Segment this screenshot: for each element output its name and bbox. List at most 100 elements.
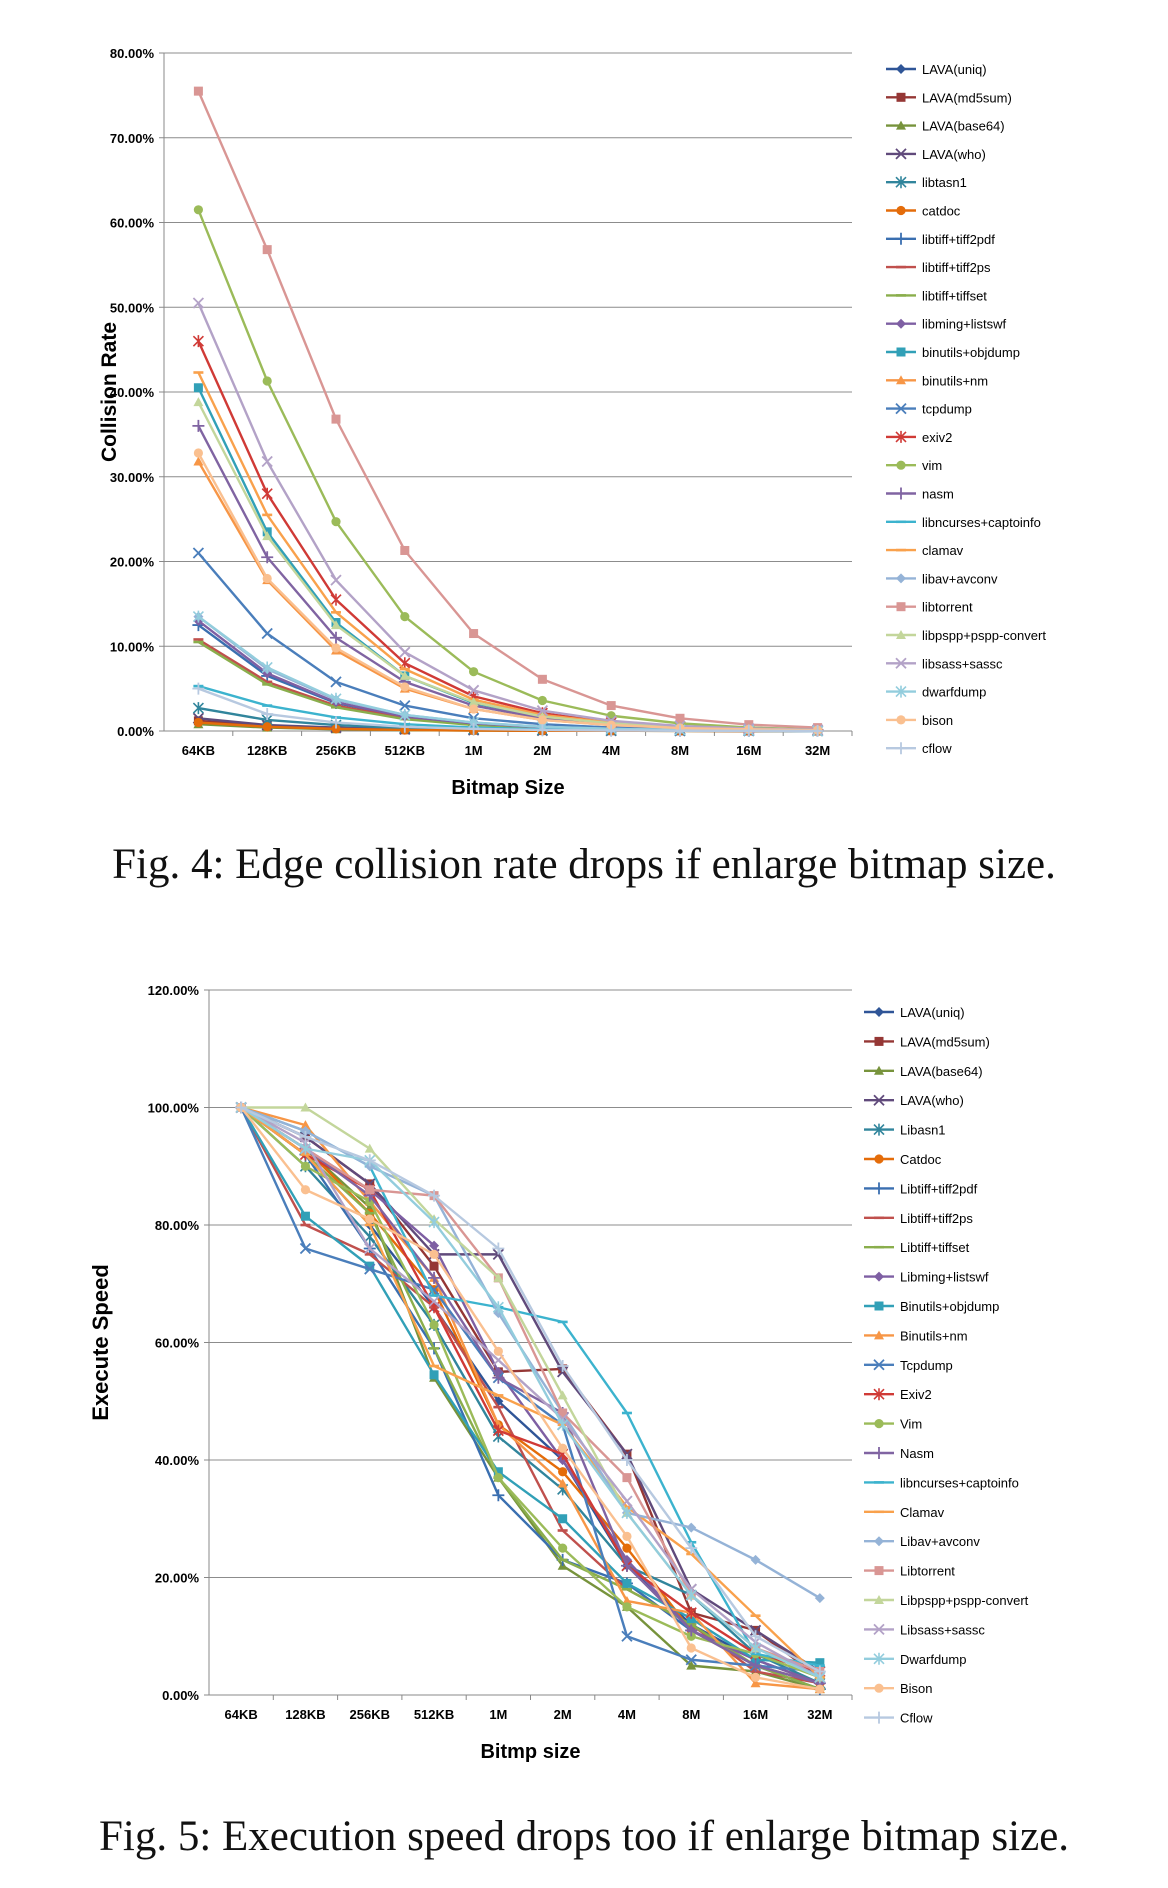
series-line <box>197 452 818 732</box>
data-point <box>192 335 204 348</box>
legend-label: LAVA(uniq) <box>900 1005 965 1020</box>
legend-entry: Nasm <box>864 1446 934 1461</box>
legend-label: Libav+avconv <box>900 1534 980 1549</box>
legend-label: bison <box>922 713 953 728</box>
series-line <box>240 1106 821 1691</box>
data-point <box>364 1143 375 1153</box>
y-tick-label: 40.00% <box>155 1453 200 1468</box>
legend-entry: nasm <box>886 487 954 502</box>
series-Cflow <box>235 1101 826 1678</box>
data-point <box>235 1101 248 1114</box>
legend-label: libpspp+pspp-convert <box>922 628 1046 643</box>
legend-label: binutils+nm <box>922 373 988 388</box>
data-point <box>399 670 410 680</box>
legend-marker <box>895 657 907 669</box>
legend-marker <box>873 1094 885 1106</box>
y-tick-label: 0.00% <box>162 1688 199 1703</box>
legend-entry: Libav+avconv <box>864 1534 980 1549</box>
data-point <box>193 86 203 96</box>
data-point <box>193 205 203 215</box>
data-point <box>467 722 480 735</box>
series-dwarfdump <box>192 610 824 737</box>
data-point <box>193 397 204 407</box>
data-point <box>492 1489 505 1502</box>
legend-entry: binutils+objdump <box>886 345 1020 360</box>
data-point <box>469 629 479 639</box>
legend-entry: Libpspp+pspp-convert <box>864 1593 1029 1608</box>
data-point <box>492 1301 504 1314</box>
y-tick-label: 80.00% <box>110 46 155 61</box>
data-point <box>192 419 205 432</box>
legend-marker <box>873 1711 885 1724</box>
data-point <box>622 1473 632 1483</box>
data-point <box>493 1467 503 1477</box>
data-point <box>558 1467 568 1477</box>
data-point <box>558 1514 568 1524</box>
series-line <box>240 1106 821 1679</box>
y-tick-label: 60.00% <box>155 1336 200 1351</box>
legend-entry: libav+avconv <box>886 571 998 586</box>
data-point <box>261 487 273 500</box>
legend-label: exiv2 <box>922 430 952 445</box>
data-point <box>330 593 342 606</box>
series-line <box>240 1106 821 1673</box>
legend-label: LAVA(who) <box>900 1093 964 1108</box>
legend-marker <box>874 1065 884 1075</box>
legend-marker <box>873 1652 885 1665</box>
data-point <box>492 1424 504 1437</box>
y-axis-label: Execute Speed <box>88 1264 113 1421</box>
data-point <box>429 1249 439 1259</box>
data-point <box>537 715 548 725</box>
y-tick-label: 10.00% <box>110 639 155 654</box>
legend-marker <box>873 1447 885 1459</box>
legend-label: libming+listswf <box>922 317 1007 332</box>
figure-execute-speed: 0.00% 20.00% 40.00% 60.00% 80.00% 100.00% 120.… <box>0 940 1168 1888</box>
legend-label: LAVA(md5sum) <box>900 1034 990 1049</box>
legend-label: Libsass+sassc <box>900 1622 985 1637</box>
data-point <box>492 1371 505 1384</box>
data-point <box>399 708 411 721</box>
legend-label: cflow <box>922 741 952 756</box>
legend-label: catdoc <box>922 204 961 219</box>
legend-marker <box>895 487 907 500</box>
data-point <box>330 676 342 688</box>
legend-marker <box>896 347 906 357</box>
data-point <box>330 692 342 705</box>
execute-speed-chart: 0.00% 20.00% 40.00% 60.00% 80.00% 100.00% 120.… <box>88 983 1029 1763</box>
data-point <box>750 1554 761 1565</box>
legend-marker <box>874 1683 884 1693</box>
legend-entry: LAVA(uniq) <box>886 62 987 77</box>
legend-marker <box>874 1566 884 1576</box>
data-point <box>192 682 205 695</box>
figure-collision-rate: 0.00% 10.00% 20.00% 30.00% 40.00% 50.00% 60.00… <box>0 0 1168 900</box>
legend-entry: libncurses+captoinfo <box>864 1475 1019 1490</box>
legend-entry: Libasn1 <box>864 1123 946 1138</box>
y-axis-label: Collision Rate <box>98 322 121 462</box>
series-line <box>197 90 818 729</box>
data-point <box>399 699 411 712</box>
x-tick-label: 16M <box>743 1707 768 1722</box>
legend-marker <box>874 1271 884 1282</box>
legend-label: Dwarfdump <box>900 1652 966 1667</box>
legend-label: LAVA(who) <box>922 147 986 162</box>
y-tick-label: 30.00% <box>110 470 155 485</box>
x-tick-label: 32M <box>805 743 830 758</box>
legend-entry: libtorrent <box>886 600 973 615</box>
legend-label: LAVA(md5sum) <box>922 90 1012 105</box>
legend-label: libncurses+captoinfo <box>900 1475 1019 1490</box>
data-point <box>467 684 480 696</box>
legend-marker <box>896 460 906 470</box>
series-line <box>197 209 818 731</box>
legend-marker <box>895 402 907 415</box>
x-tick-label: 4M <box>602 743 620 758</box>
data-point <box>400 545 410 555</box>
series-Bison <box>236 1102 825 1694</box>
legend-entry: Tcpdump <box>864 1358 953 1373</box>
legend-label: LAVA(base64) <box>900 1064 983 1079</box>
data-point <box>331 643 341 653</box>
data-point <box>606 701 616 711</box>
x-tick-label: 256KB <box>316 743 356 758</box>
x-tick-label: 2M <box>554 1707 572 1722</box>
data-point <box>620 1559 633 1572</box>
legend-label: Clamav <box>900 1505 945 1520</box>
